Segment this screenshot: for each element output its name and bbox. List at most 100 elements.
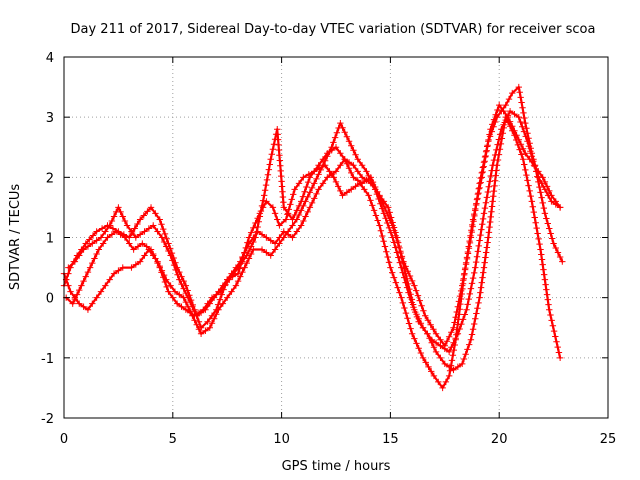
- data-point-marker: [241, 264, 248, 271]
- data-point-marker: [150, 252, 157, 259]
- data-point-marker: [514, 141, 522, 149]
- data-point-marker: [268, 151, 276, 158]
- data-point-marker: [528, 198, 536, 205]
- data-point-marker: [80, 303, 87, 310]
- data-point-marker: [350, 162, 357, 169]
- data-point-marker: [399, 260, 407, 267]
- data-point-marker: [262, 181, 270, 189]
- data-point-marker: [486, 218, 494, 226]
- data-point-marker: [95, 246, 103, 253]
- data-point-marker: [519, 156, 527, 163]
- data-point-marker: [455, 298, 463, 305]
- data-point-marker: [276, 222, 283, 229]
- data-point-marker: [417, 349, 425, 357]
- data-point-marker: [398, 294, 405, 301]
- data-point-marker: [481, 259, 488, 266]
- data-point-marker: [504, 112, 512, 119]
- data-point-marker: [468, 228, 475, 236]
- data-point-marker: [339, 124, 346, 131]
- data-point-marker: [372, 212, 380, 219]
- data-point-marker: [191, 317, 198, 324]
- data-point-marker: [84, 243, 92, 250]
- data-point-marker: [469, 274, 477, 282]
- data-point-marker: [456, 292, 464, 300]
- data-point-marker: [219, 300, 227, 307]
- data-point-marker: [519, 145, 527, 152]
- data-point-marker: [271, 210, 279, 217]
- data-point-marker: [452, 314, 459, 321]
- data-point-marker: [156, 216, 163, 223]
- data-point-marker: [243, 259, 250, 267]
- data-point-marker: [523, 171, 530, 179]
- data-point-marker: [479, 164, 487, 171]
- data-point-marker: [219, 282, 227, 289]
- data-point-marker: [470, 269, 478, 277]
- chart-title: Day 211 of 2017, Sidereal Day-to-day VTE…: [71, 22, 596, 37]
- x-tick-label: 5: [169, 432, 177, 447]
- data-point-marker: [482, 249, 490, 256]
- data-point-marker: [437, 336, 444, 343]
- data-point-marker: [548, 235, 556, 242]
- data-point-marker: [117, 208, 124, 216]
- data-point-marker: [538, 251, 545, 258]
- data-point-marker: [491, 177, 499, 184]
- data-point-marker: [306, 204, 314, 211]
- data-point-marker: [352, 183, 359, 190]
- data-point-marker: [271, 240, 279, 247]
- data-point-marker: [374, 217, 381, 224]
- data-point-marker: [541, 186, 549, 193]
- data-point-marker: [158, 234, 166, 241]
- data-point-marker: [411, 335, 418, 342]
- data-point-marker: [341, 156, 348, 163]
- data-point-marker: [257, 207, 265, 215]
- data-point-marker: [460, 355, 468, 363]
- data-point-marker: [478, 279, 485, 286]
- data-point-marker: [358, 174, 366, 181]
- data-point-marker: [130, 246, 137, 253]
- data-point-marker: [354, 168, 361, 175]
- data-point-marker: [424, 317, 432, 324]
- data-point-marker: [477, 284, 485, 291]
- data-point-marker: [140, 212, 147, 219]
- data-point-marker: [78, 282, 85, 289]
- data-point-marker: [485, 183, 493, 190]
- data-point-marker: [228, 288, 235, 295]
- data-point-marker: [543, 215, 550, 222]
- data-point-marker: [84, 306, 92, 313]
- data-point-marker: [554, 343, 561, 351]
- data-point-marker: [448, 357, 456, 364]
- data-point-marker: [419, 324, 427, 331]
- data-point-marker: [546, 225, 553, 232]
- data-point-marker: [402, 270, 409, 277]
- data-point-marker: [474, 190, 482, 198]
- data-point-marker: [304, 193, 311, 201]
- data-point-marker: [145, 246, 153, 253]
- data-point-marker: [117, 231, 124, 238]
- data-point-marker: [405, 320, 413, 327]
- data-point-marker: [461, 311, 469, 318]
- data-point-marker: [284, 210, 292, 217]
- data-point-marker: [110, 270, 118, 277]
- data-point-marker: [297, 222, 305, 229]
- data-point-marker: [470, 218, 477, 225]
- data-point-marker: [450, 339, 457, 346]
- data-point-marker: [202, 327, 209, 334]
- data-point-marker: [245, 240, 253, 247]
- data-point-marker: [308, 184, 316, 192]
- data-point-marker: [524, 138, 531, 145]
- data-point-marker: [167, 252, 174, 259]
- data-point-marker: [441, 345, 448, 353]
- data-point-marker: [141, 252, 148, 259]
- data-point-marker: [337, 150, 344, 157]
- data-point-marker: [540, 266, 547, 273]
- data-point-marker: [398, 254, 406, 262]
- data-point-marker: [422, 359, 429, 366]
- data-point-marker: [488, 167, 495, 174]
- data-point-marker: [385, 259, 393, 266]
- data-point-marker: [485, 229, 493, 236]
- data-point-marker: [350, 174, 357, 181]
- data-point-marker: [411, 282, 418, 289]
- data-point-marker: [490, 123, 497, 130]
- data-point-marker: [348, 142, 355, 149]
- data-point-marker: [402, 309, 410, 317]
